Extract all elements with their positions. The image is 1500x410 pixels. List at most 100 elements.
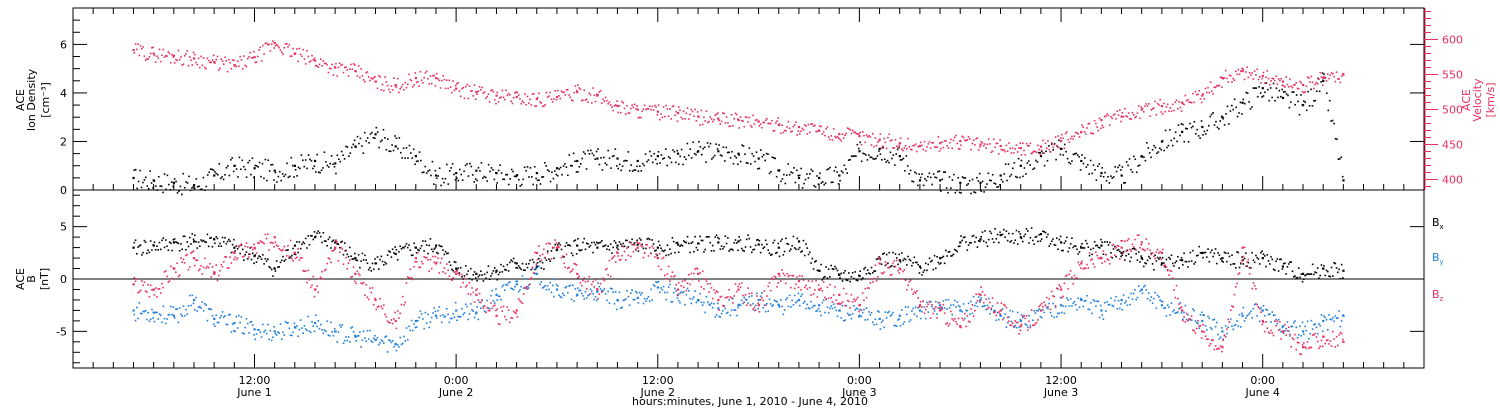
bz-point — [994, 311, 996, 313]
density-point — [238, 156, 241, 159]
bz-point — [1110, 256, 1112, 258]
density-point — [1328, 99, 1331, 102]
velocity-point — [967, 135, 970, 138]
bx-point — [235, 245, 238, 247]
velocity-point — [488, 101, 491, 103]
by-point — [1175, 311, 1178, 314]
bx-point — [780, 240, 782, 242]
bx-point — [653, 250, 656, 252]
bz-point — [846, 299, 849, 302]
bx-point — [263, 263, 265, 265]
velocity-data-point — [1060, 140, 1063, 143]
bz-point — [1207, 338, 1209, 341]
bz-point — [427, 258, 429, 261]
velocity-point — [981, 142, 984, 144]
velocity-point — [623, 107, 626, 110]
velocity-point — [975, 137, 977, 140]
bx-point — [417, 248, 419, 251]
velocity-point — [451, 91, 453, 94]
velocity-point — [1127, 112, 1130, 114]
bz-point — [483, 305, 486, 307]
velocity-point — [273, 47, 275, 49]
density-point — [689, 148, 692, 150]
velocity-data-point — [1140, 108, 1143, 111]
velocity-point — [1337, 78, 1339, 80]
by-point — [1020, 314, 1023, 316]
bz-point — [224, 256, 226, 258]
bx-point — [485, 277, 487, 280]
velocity-point — [773, 129, 776, 132]
bx-point — [587, 243, 589, 245]
velocity-point — [409, 78, 412, 81]
density-data-point — [959, 181, 962, 184]
bx-point — [491, 272, 494, 275]
bz-point — [167, 281, 170, 283]
by-point — [578, 289, 580, 292]
density-point — [692, 141, 694, 144]
bx-point — [1246, 265, 1248, 267]
bx-point — [999, 231, 1001, 233]
bz-point — [918, 306, 921, 308]
velocity-point — [1305, 85, 1308, 88]
bx-point — [1183, 252, 1185, 255]
bx-point — [357, 253, 360, 256]
by-point — [967, 302, 970, 305]
by-point — [538, 265, 540, 268]
by-point — [264, 329, 267, 332]
density-point — [1122, 182, 1125, 184]
bx-point — [1267, 260, 1270, 262]
bx-point — [565, 242, 568, 244]
density-point — [224, 174, 226, 176]
bz-point — [381, 307, 384, 310]
bx-point — [1315, 271, 1318, 274]
bx-point — [269, 266, 272, 269]
velocity-point — [1112, 114, 1115, 117]
bz-point — [517, 298, 520, 300]
by-point — [229, 313, 231, 316]
velocity-point — [141, 47, 143, 50]
velocity-point — [1170, 110, 1173, 112]
by-point — [1198, 327, 1201, 329]
by-point — [367, 338, 370, 340]
density-point — [904, 170, 906, 172]
bz-point — [1247, 258, 1250, 261]
by-point — [1238, 313, 1241, 316]
density-point — [731, 150, 733, 153]
velocity-point — [370, 77, 373, 79]
density-point — [855, 155, 857, 157]
density-point — [1202, 134, 1204, 136]
bz-point — [546, 252, 549, 254]
bz-point — [511, 317, 514, 319]
density-point — [869, 156, 872, 159]
bx-point — [827, 268, 830, 271]
bz-point — [635, 248, 637, 251]
bx-point — [782, 254, 785, 256]
bz-point — [936, 317, 938, 319]
bz-point — [947, 325, 950, 327]
bz-point — [938, 301, 941, 304]
velocity-point — [577, 84, 579, 86]
by-point — [354, 334, 356, 337]
by-point — [1001, 308, 1004, 310]
bz-point — [287, 244, 289, 247]
density-point — [1078, 156, 1080, 158]
velocity-point — [1207, 86, 1209, 89]
bz-point — [768, 281, 771, 284]
velocity-point — [564, 94, 567, 96]
bz-point — [320, 276, 322, 279]
by-point — [651, 299, 654, 301]
by-point — [719, 316, 722, 318]
by-point — [1289, 335, 1291, 337]
bx-point — [642, 247, 645, 250]
by-point — [919, 317, 922, 320]
density-point — [1274, 99, 1276, 102]
bx-point — [1333, 261, 1335, 264]
velocity-point — [672, 105, 675, 107]
density-point — [811, 170, 814, 172]
bx-point — [322, 231, 325, 234]
bz-point — [309, 286, 312, 289]
velocity-point — [582, 99, 584, 101]
bz-point — [226, 267, 229, 269]
density-point — [450, 167, 452, 169]
bz-point — [970, 308, 972, 310]
